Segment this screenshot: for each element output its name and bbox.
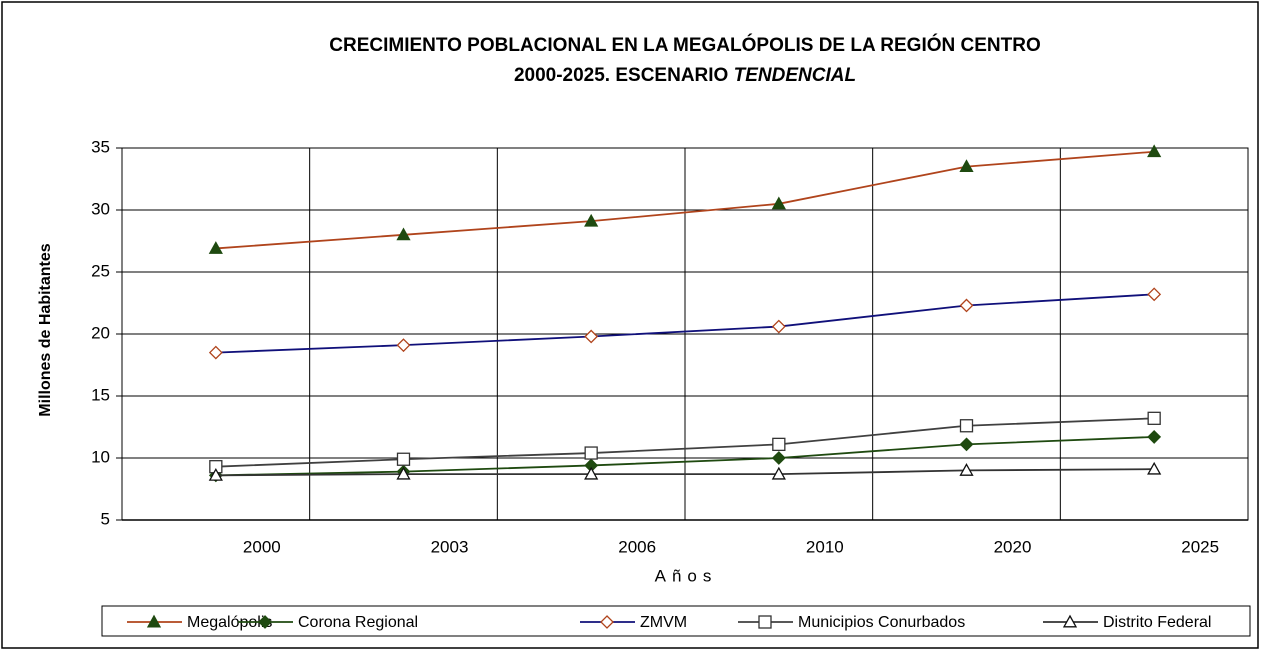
marker [396,452,411,466]
y-tick-label: 5 [101,509,110,528]
marker [771,466,786,480]
marker [771,451,786,465]
marker [258,615,272,629]
x-tick-label: 2025 [1181,537,1219,556]
x-tick-label: 2020 [994,537,1032,556]
x-tick-label: 2006 [618,537,656,556]
marker [396,227,411,241]
series-line [215,468,1155,477]
marker [772,437,786,452]
marker [1147,411,1161,425]
y-tick-label: 25 [91,261,110,280]
marker [396,466,411,480]
marker [584,446,598,460]
marker [584,213,599,227]
marker [584,466,599,480]
marker [584,329,599,344]
marker [758,615,772,629]
legend-label: Municipios Conurbados [798,614,965,631]
marker [396,338,411,353]
legend-label: Corona Regional [298,614,418,631]
marker [208,241,223,254]
marker [771,196,786,210]
x-tick-label: 2010 [806,537,844,556]
x-axis-label: Años [655,566,718,585]
y-tick-label: 10 [91,447,110,466]
legend-label: Megalópolis [187,614,272,631]
chart-subtitle: 2000-2025. ESCENARIO TENDENCIAL [514,65,856,86]
marker [1147,430,1162,444]
y-tick-label: 35 [91,137,110,156]
marker [959,463,974,476]
legend-label: ZMVM [640,614,687,631]
series-line [215,417,1155,468]
marker [771,319,786,334]
marker [959,159,974,173]
marker [959,298,974,313]
subtitle-emphasis: TENDENCIAL [734,65,856,86]
series-line [215,436,1155,477]
chart-title: CRECIMIENTO POBLACIONAL EN LA MEGALÓPOLI… [329,34,1040,56]
legend-box [101,605,1251,637]
marker [1147,461,1162,475]
series-line [215,293,1155,354]
marker [600,615,614,629]
marker [959,419,974,433]
marker [1147,144,1162,158]
marker [959,437,974,452]
subtitle-text: 2000-2025. ESCENARIO [514,65,728,86]
marker [1147,287,1162,302]
x-tick-label: 2000 [243,537,281,556]
marker [208,345,223,360]
y-axis-label: Millones de Habitantes [37,243,54,416]
marker [146,614,162,628]
x-tick-label: 2003 [431,537,469,556]
y-tick-label: 30 [91,199,110,218]
legend-label: Distrito Federal [1103,614,1211,631]
marker [1062,614,1078,628]
marker [208,468,223,481]
series-line [215,150,1155,250]
y-tick-label: 15 [91,385,110,404]
y-tick-label: 20 [91,323,110,342]
